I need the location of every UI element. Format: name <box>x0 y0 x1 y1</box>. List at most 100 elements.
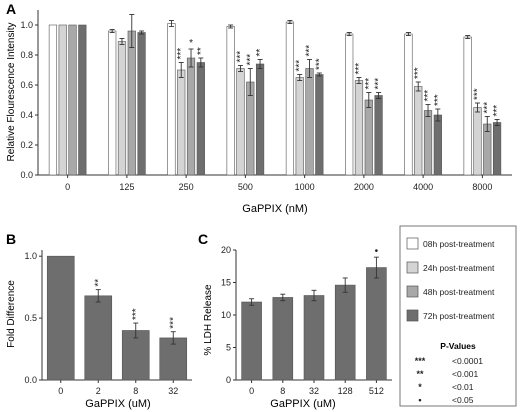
panel-a-x-tick-label: 2000 <box>354 182 374 192</box>
panel-a-bar <box>167 23 176 176</box>
panel-b-y-tick-label: 0.0 <box>24 375 37 385</box>
panel-a-significance: *** <box>433 94 444 106</box>
panel-a-y-tick-label: 0.6 <box>20 80 33 90</box>
panel-a-significance: *** <box>374 78 385 90</box>
panel-a-bar <box>295 77 304 176</box>
panel-c-x-tick-label: 512 <box>369 386 384 396</box>
panel-c-bar <box>303 295 325 381</box>
panel-a-error-bar <box>178 62 184 78</box>
panel-a-x-tick-label: 500 <box>238 182 253 192</box>
panel-a-y-tick-label: 0.2 <box>20 140 33 150</box>
panel-a-y-tick-label: 1.0 <box>20 20 33 30</box>
panel-a-x-tick-label: 8000 <box>472 182 492 192</box>
panel-a-bar <box>345 33 354 176</box>
panel-a-bar <box>255 63 265 176</box>
panel-a-significance: *** <box>314 58 325 70</box>
panel-c-error-bar <box>373 256 379 279</box>
panel-b-bar <box>121 330 150 381</box>
panel-a-x-axis-label: GaPPIX (nM) <box>242 203 307 215</box>
panel-a-significance: *** <box>413 67 424 79</box>
panel-a-error-bar <box>316 72 322 77</box>
panel-a-error-bar <box>435 108 441 122</box>
panel-a-error-bar <box>366 92 372 108</box>
panel-a-significance: *** <box>245 54 256 66</box>
panel-a-error-bar <box>405 32 411 36</box>
panel-a-x-tick-label: 125 <box>119 182 134 192</box>
panel-b-label: B <box>6 231 16 247</box>
panel-a-bar <box>473 107 482 176</box>
legend-pvalue-label: <0.0001 <box>452 356 483 366</box>
panel-a-bar <box>423 110 433 176</box>
panel-c-x-axis-label: GaPPIX (uM) <box>270 398 335 410</box>
panel-a-error-bar <box>109 29 115 33</box>
legend-swatch <box>406 285 419 298</box>
panel-a-x-tick-label: 1000 <box>295 182 315 192</box>
panel-a-bar <box>315 74 324 176</box>
panel-b-x-tick-label: 8 <box>133 386 138 396</box>
panel-a-bar <box>374 95 383 176</box>
legend-swatch <box>406 309 419 322</box>
panel-a-significance: *** <box>492 105 503 117</box>
panel-b: B Fold Difference GaPPIX (uM) 0.0 0.5 1.0 0… <box>6 231 192 410</box>
panel-a-error-bar <box>494 119 500 126</box>
panel-a-significance: *** <box>176 48 187 60</box>
panel-a-error-bar <box>474 102 480 113</box>
legend-item-label: 24h post-treatment <box>423 263 495 273</box>
panel-c-x-tick-label: 32 <box>309 386 319 396</box>
panel-a-error-bar <box>425 104 431 117</box>
legend-pvalue-symbol: * <box>418 382 422 392</box>
panel-a-bar <box>196 62 205 176</box>
panel-a-error-bar <box>356 77 362 84</box>
panel-a-error-bar <box>257 59 263 69</box>
panel-a-significance: ** <box>255 49 266 57</box>
panel-c-error-bar <box>342 277 348 293</box>
panel-a-error-bar <box>247 68 253 96</box>
panel-b-significance: *** <box>168 317 179 329</box>
panel-a-y-axis-label: Relative Flourescence Intensity <box>6 23 17 162</box>
panel-c-error-bar <box>311 289 317 302</box>
panel-c-label: C <box>198 231 208 247</box>
panel-a-error-bar <box>228 24 234 29</box>
panel-a-bar <box>226 26 235 176</box>
panel-a-bar <box>177 69 186 176</box>
panel-a-bar <box>48 24 58 176</box>
legend-pvalue-label: <0.01 <box>452 382 474 392</box>
panel-a-significance: *** <box>472 88 483 100</box>
panel-a-error-bar <box>287 20 293 24</box>
panel-a-label: A <box>6 1 16 17</box>
legend-pvalue-label: <0.05 <box>452 395 474 405</box>
panel-c-error-bar <box>280 293 286 302</box>
panel-b-x-tick-label: 32 <box>168 386 178 396</box>
panel-b-significance: ** <box>93 279 104 287</box>
panel-a-error-bar <box>139 30 145 35</box>
legend-pvalue-symbol: ** <box>416 369 424 379</box>
panel-a-error-bar <box>119 38 125 45</box>
legend-item-label: 08h post-treatment <box>423 239 495 249</box>
panel-a-bar <box>68 24 77 176</box>
panel-a-error-bar <box>484 116 490 132</box>
panel-c-x-tick-label: 8 <box>280 386 285 396</box>
panel-a-error-bar <box>237 65 243 72</box>
panel-a-bar <box>364 99 373 176</box>
panel-a-error-bar <box>188 48 194 68</box>
panel-a-significance: *** <box>364 78 375 90</box>
panel-b-x-tick-label: 0 <box>58 386 63 396</box>
panel-a-y-tick-label: 0.8 <box>20 50 33 60</box>
panel-a-bar <box>186 57 196 176</box>
legend-swatch <box>406 237 419 250</box>
panel-a-bar <box>236 68 245 176</box>
panel-a-x-tick-label: 250 <box>179 182 194 192</box>
panel-a-error-bar <box>346 32 352 36</box>
legend-pvalue-symbol: *** <box>415 356 426 366</box>
legend-pvalue-title: P-Values <box>440 341 476 351</box>
panel-c-y-axis-label: % LDH Release <box>203 284 214 356</box>
panel-a-error-bar <box>297 74 303 81</box>
panel-c-bar <box>334 284 356 381</box>
panel-b-y-tick-label: 1.0 <box>24 251 37 261</box>
panel-a-error-bar <box>168 20 174 27</box>
panel-a-error-bar <box>307 59 313 78</box>
panel-b-x-axis-label: GaPPIX (uM) <box>85 398 150 410</box>
panel-b-y-tick-label: 0.5 <box>24 313 37 323</box>
panel-c-y-tick-label: 10 <box>221 310 231 320</box>
